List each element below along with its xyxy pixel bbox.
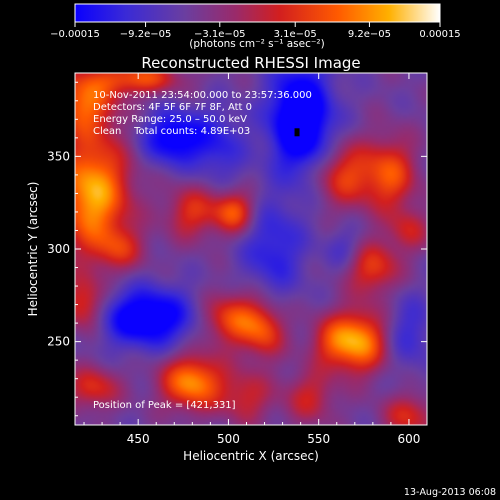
y-tick-label: 300 — [47, 242, 70, 256]
x-tick-label: 600 — [397, 432, 420, 446]
colorbar-tick-label: 3.1e−05 — [274, 29, 317, 40]
colorbar-tick-label: 9.2e−05 — [348, 29, 391, 40]
colorbar-units: (photons cm⁻² s⁻¹ asec⁻²) — [189, 38, 324, 50]
x-tick-label: 550 — [307, 432, 330, 446]
heatmap-image — [75, 73, 427, 425]
y-tick-label: 350 — [47, 149, 70, 163]
peak-marker — [294, 128, 300, 137]
annotation-energy: Energy Range: 25.0 – 50.0 keV — [93, 114, 247, 125]
y-axis-label: Heliocentric Y (arcsec) — [26, 182, 40, 317]
x-axis-label: Heliocentric X (arcsec) — [183, 449, 319, 463]
axis-ticks: 450 500 550 600 250 300 350 — [47, 73, 427, 446]
annotation-detectors: Detectors: 4F 5F 6F 7F 8F, Att 0 — [93, 102, 252, 113]
colorbar-tick-label: −0.00015 — [50, 29, 100, 40]
colorbar — [74, 3, 441, 23]
colorbar-tick-label: −3.1e−05 — [194, 29, 246, 40]
annotation-counts: Clean Total counts: 4.89E+03 — [93, 126, 250, 137]
generation-timestamp: 13‑Aug‑2013 06:08 — [404, 487, 496, 498]
chart-title: Reconstructed RHESSI Image — [141, 54, 360, 72]
x-tick-label: 500 — [217, 432, 240, 446]
annotation-time: 10‑Nov‑2011 23:54:00.000 to 23:57:36.000 — [93, 90, 312, 101]
peak-position-label: Position of Peak = [421,331] — [93, 400, 236, 411]
y-tick-label: 250 — [47, 335, 70, 349]
colorbar-tick-label: −9.2e−05 — [120, 29, 172, 40]
colorbar-tick-label: 0.00015 — [419, 29, 460, 40]
colorbar-ticks: −0.00015 −9.2e−05 −3.1e−05 3.1e−05 9.2e−05 0.… — [50, 22, 461, 40]
x-tick-label: 450 — [127, 432, 150, 446]
